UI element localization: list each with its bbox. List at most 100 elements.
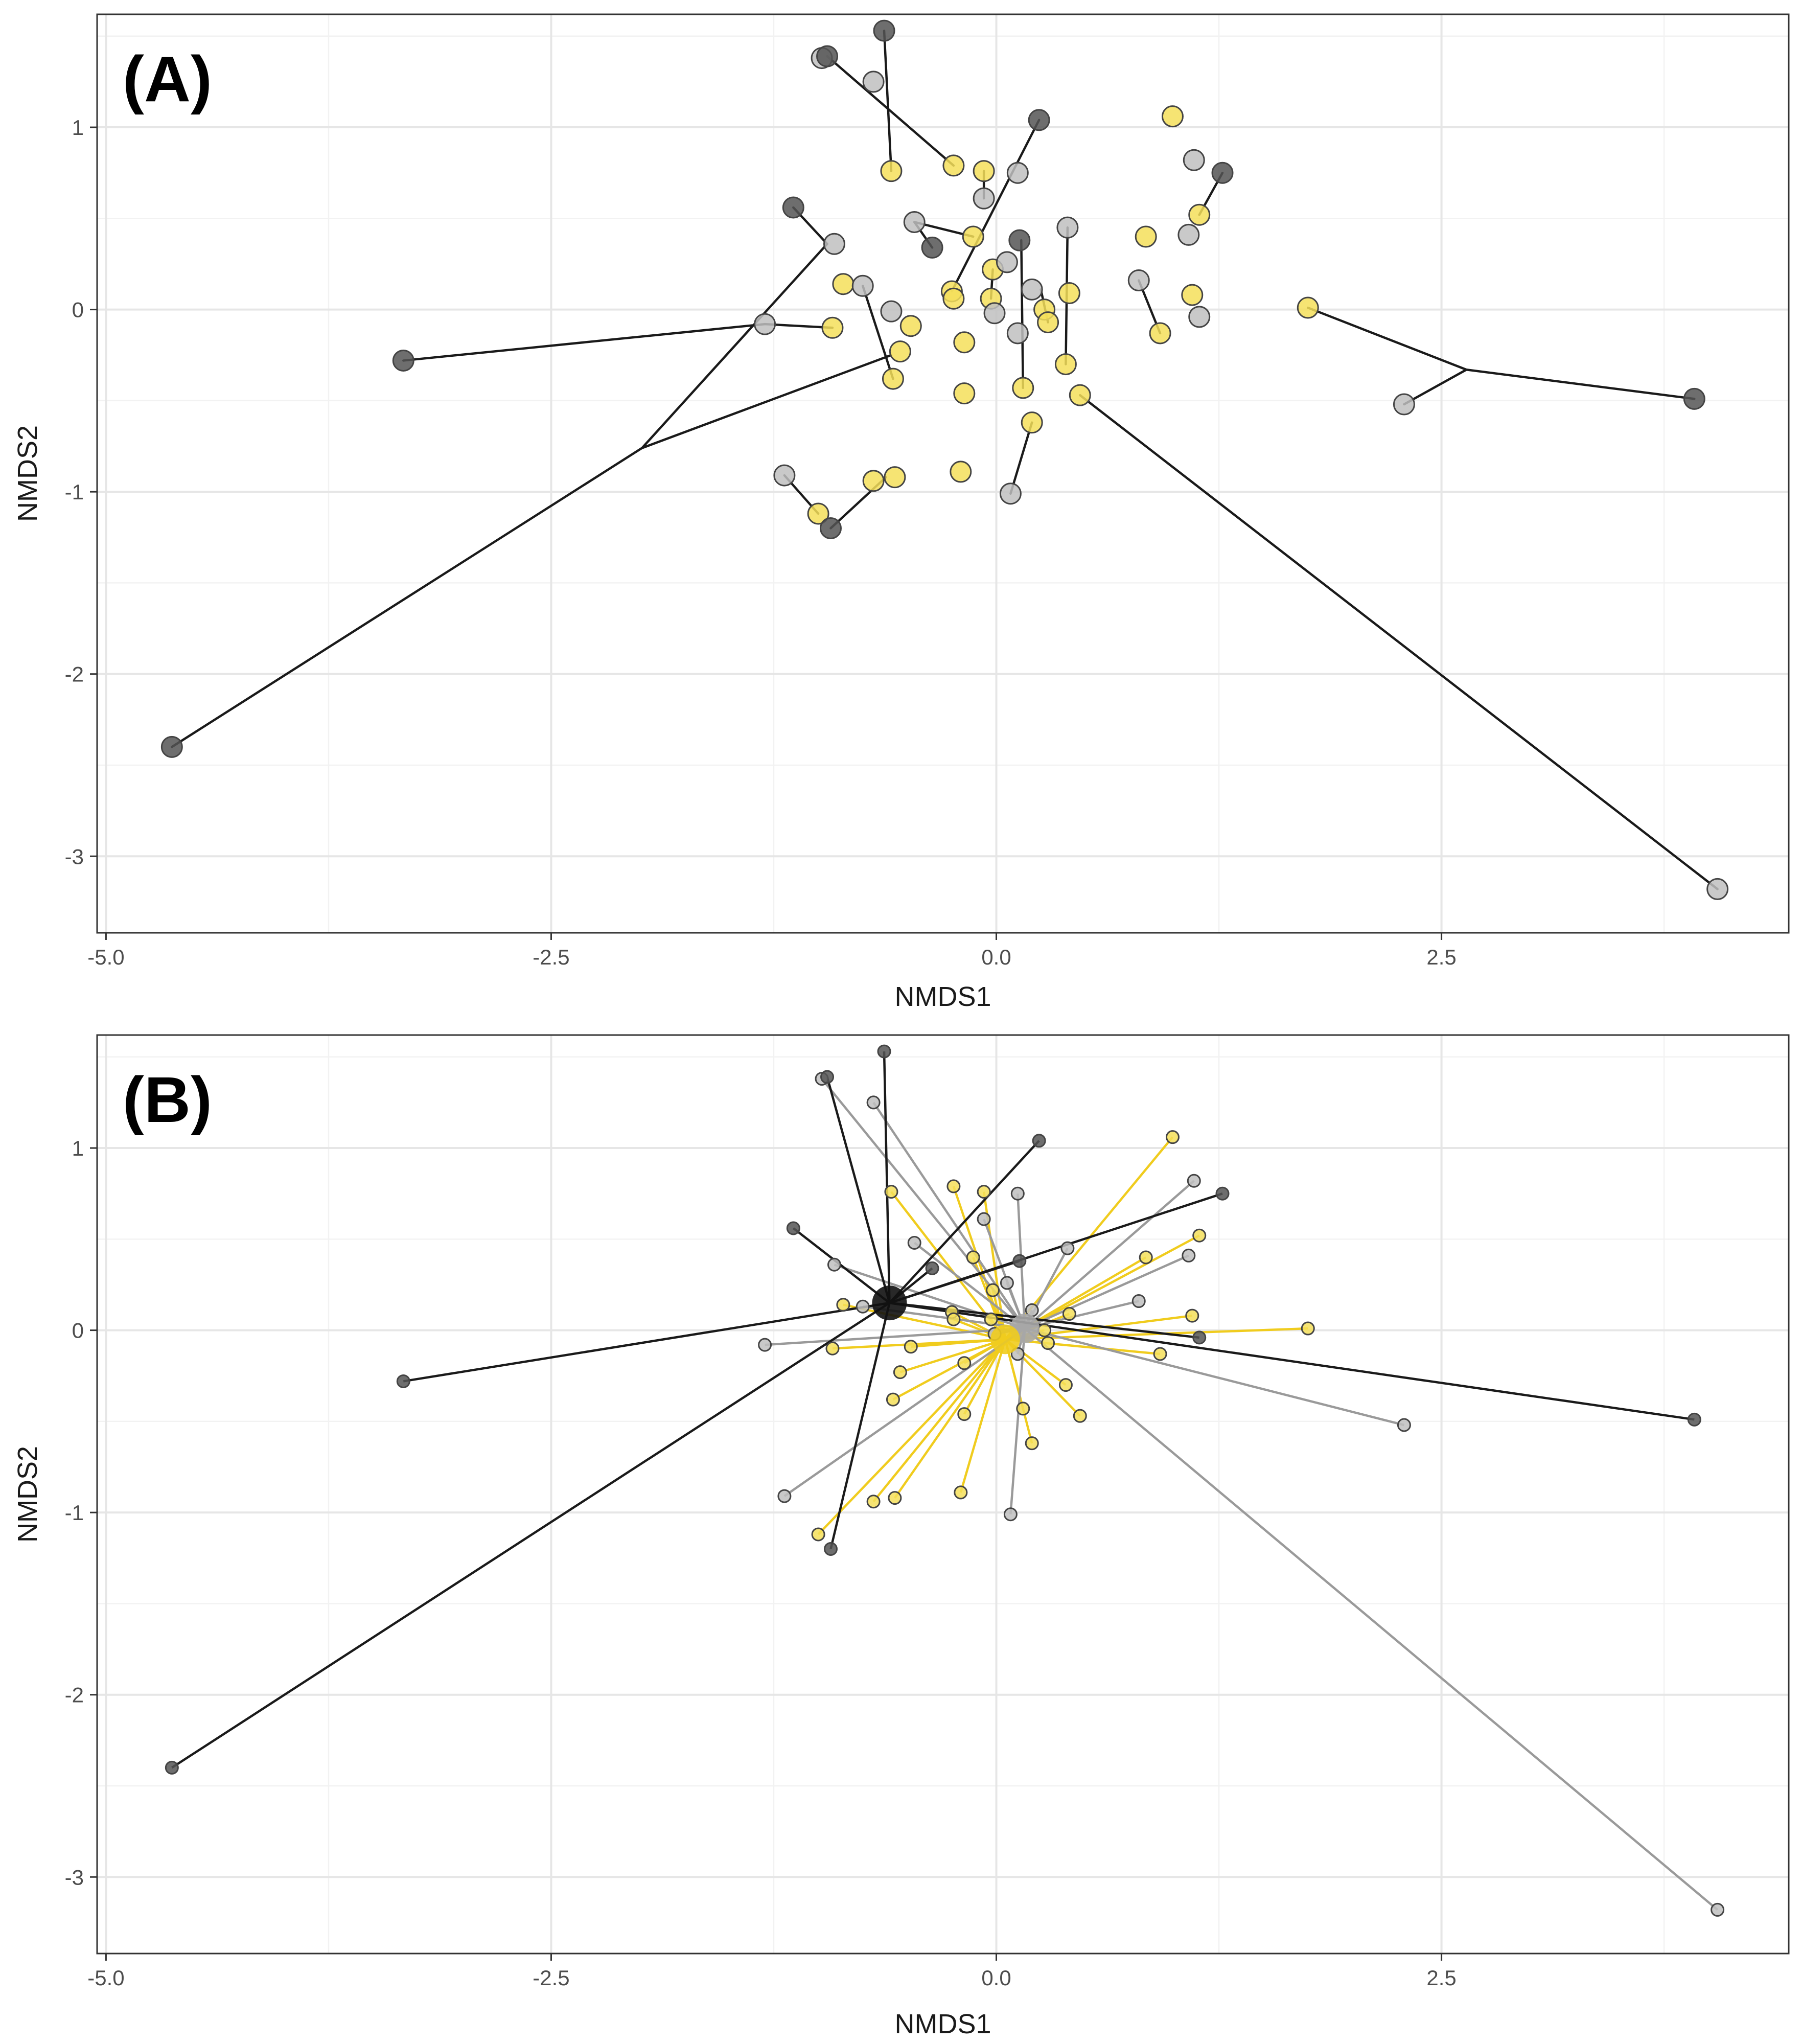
- point-dark: [160, 736, 183, 758]
- spider-line-dark: [826, 1076, 891, 1303]
- y-tick-label: -3: [65, 844, 84, 868]
- point-grey: [1711, 1902, 1725, 1917]
- point-yellow: [904, 1340, 918, 1354]
- point-yellow: [825, 1341, 840, 1356]
- point-yellow: [866, 1495, 881, 1509]
- point-yellow: [1054, 353, 1077, 376]
- connector-line: [1403, 369, 1468, 406]
- y-tick-label: 0: [72, 1319, 84, 1343]
- spider-line-dark: [792, 1227, 890, 1304]
- point-yellow: [1135, 225, 1157, 248]
- point-yellow: [1062, 1307, 1076, 1321]
- y-tick-label: -1: [65, 480, 84, 504]
- connector-line: [1020, 239, 1025, 389]
- plot-background: [97, 1035, 1789, 1954]
- panel-label: (A): [123, 43, 212, 115]
- point-yellow: [957, 1407, 972, 1421]
- point-grey: [1010, 1347, 1025, 1361]
- point-yellow: [950, 461, 972, 483]
- x-tick-label: -5.0: [87, 945, 124, 969]
- point-grey: [977, 1212, 991, 1226]
- point-yellow: [1016, 1402, 1030, 1416]
- spider-line-yellow: [872, 1339, 1006, 1503]
- point-yellow: [807, 502, 829, 525]
- point-yellow: [1058, 282, 1080, 305]
- point-dark: [1683, 387, 1705, 410]
- point-grey: [983, 302, 1006, 325]
- point-dark: [819, 517, 842, 539]
- point-grey: [880, 300, 903, 323]
- x-axis-title: NMDS1: [894, 2009, 991, 2039]
- x-tick-label: -5.0: [87, 1966, 124, 1990]
- point-yellow: [984, 1312, 998, 1326]
- point-yellow: [1073, 1409, 1087, 1423]
- point-grey: [754, 313, 776, 335]
- point-dark: [873, 19, 895, 42]
- point-grey: [758, 1338, 772, 1352]
- spider-line-dark: [829, 1302, 891, 1549]
- point-grey: [777, 1489, 792, 1503]
- point-grey: [1131, 1294, 1146, 1308]
- point-grey: [1182, 1248, 1196, 1262]
- spider-line-grey: [765, 1327, 1025, 1346]
- x-tick-label: 0.0: [981, 1966, 1011, 1990]
- centroid-dark: [872, 1285, 907, 1321]
- point-grey: [1056, 216, 1079, 239]
- x-axis-title: NMDS1: [894, 981, 991, 1012]
- point-yellow: [886, 1392, 900, 1407]
- point-dark: [1028, 109, 1050, 131]
- point-yellow: [889, 340, 911, 363]
- spider-line-yellow: [843, 1303, 1006, 1341]
- point-dark: [1012, 1254, 1027, 1268]
- point-yellow: [1297, 296, 1319, 319]
- point-dark: [823, 1542, 838, 1556]
- point-grey: [866, 1095, 881, 1110]
- point-yellow: [986, 1283, 1000, 1297]
- point-dark: [925, 1261, 939, 1275]
- spider-line-yellow: [1004, 1339, 1033, 1444]
- connector-line: [951, 119, 1041, 293]
- point-grey: [827, 1257, 841, 1272]
- point-yellow: [1192, 1228, 1207, 1243]
- point-yellow: [1058, 1378, 1073, 1392]
- spider-line-yellow: [894, 1339, 1006, 1499]
- point-yellow: [953, 382, 976, 405]
- point-yellow: [884, 466, 906, 489]
- connector-line: [1465, 369, 1696, 400]
- point-grey: [1183, 149, 1205, 171]
- point-yellow: [1037, 311, 1059, 334]
- y-axis-title: NMDS2: [12, 1446, 43, 1543]
- point-yellow: [1149, 322, 1171, 345]
- point-dark: [1032, 1134, 1046, 1148]
- point-yellow: [1181, 284, 1204, 306]
- point-grey: [1187, 1174, 1201, 1188]
- y-tick-label: 1: [72, 1136, 84, 1160]
- x-tick-label: -2.5: [533, 945, 569, 969]
- point-yellow: [1301, 1321, 1315, 1336]
- connector-line: [764, 323, 834, 329]
- point-yellow: [1069, 384, 1091, 406]
- x-tick-label: 2.5: [1426, 1966, 1456, 1990]
- point-grey: [1021, 278, 1043, 301]
- point-yellow: [977, 1185, 991, 1199]
- connector-line: [1009, 421, 1033, 495]
- point-yellow: [832, 273, 854, 295]
- spider-line-dark: [889, 1259, 1020, 1304]
- x-tick-label: 2.5: [1426, 945, 1456, 969]
- y-tick-label: 1: [72, 116, 84, 140]
- y-tick-label: -1: [65, 1501, 84, 1525]
- connector-line: [883, 29, 893, 172]
- point-yellow: [954, 1485, 968, 1500]
- point-grey: [1060, 1241, 1075, 1255]
- point-yellow: [946, 1312, 961, 1326]
- point-grey: [1006, 322, 1029, 345]
- point-dark: [820, 1070, 835, 1084]
- point-dark: [921, 236, 943, 259]
- spider-line-yellow: [899, 1338, 1006, 1373]
- point-yellow: [884, 1185, 898, 1199]
- y-tick-label: -3: [65, 1865, 84, 1889]
- point-yellow: [882, 368, 904, 390]
- spider-line-yellow: [892, 1338, 1006, 1401]
- connector-line: [402, 323, 766, 362]
- point-dark: [396, 1374, 410, 1388]
